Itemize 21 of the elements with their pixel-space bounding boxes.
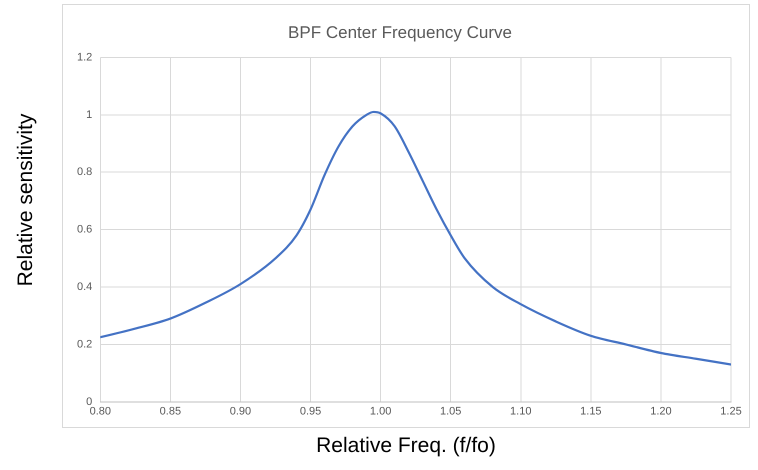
- x-tick-label: 0.80: [90, 405, 111, 418]
- x-tick-label: 1.20: [650, 405, 672, 418]
- x-tick-label: 1.05: [440, 405, 462, 418]
- x-tick-label: 1.10: [510, 405, 532, 418]
- chart-title: BPF Center Frequency Curve: [288, 22, 512, 42]
- x-tick-label: 1.00: [370, 405, 392, 418]
- x-tick-label: 0.90: [230, 405, 252, 418]
- y-tick-label: 1: [86, 108, 92, 121]
- x-tick-label: 0.85: [160, 405, 182, 418]
- x-tick-label: 1.25: [720, 405, 742, 418]
- x-tick-label: 0.95: [300, 405, 322, 418]
- line-series: [100, 110, 731, 366]
- x-tick-label: 1.15: [580, 405, 602, 418]
- y-tick-label: 0: [86, 396, 92, 408]
- y-tick-label: 0.2: [76, 338, 92, 350]
- x-axis-title: Relative Freq. (f/fo): [316, 434, 496, 458]
- y-tick-label: 0.8: [76, 166, 92, 178]
- y-tick-label: 0.6: [76, 224, 92, 236]
- y-tick-label: 0.4: [76, 281, 92, 294]
- y-axis-title: Relative sensitivity: [14, 114, 38, 286]
- y-tick-label: 1.2: [76, 51, 92, 64]
